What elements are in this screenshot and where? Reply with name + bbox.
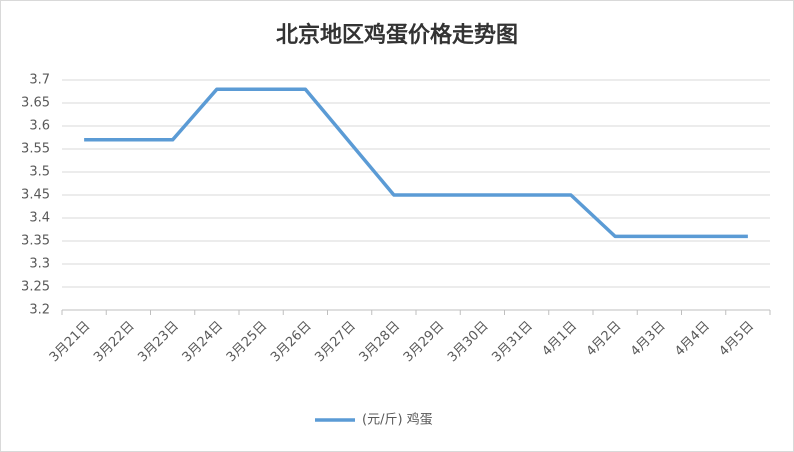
y-tick-label: 3.4	[29, 211, 50, 226]
y-tick-label: 3.45	[21, 188, 50, 203]
y-tick-label: 3.25	[21, 280, 50, 295]
y-tick-label: 3.7	[29, 73, 50, 88]
y-tick-label: 3.2	[29, 303, 50, 318]
y-tick-label: 3.55	[21, 142, 50, 157]
y-tick-label: 3.65	[21, 96, 50, 111]
chart-title: 北京地区鸡蛋价格走势图	[276, 22, 518, 48]
line-series	[84, 87, 748, 239]
legend-label: (元/斤) 鸡蛋	[362, 412, 433, 428]
y-tick-label: 3.5	[29, 165, 50, 180]
y-tick-label: 3.6	[29, 119, 50, 134]
y-tick-label: 3.35	[21, 234, 50, 249]
y-tick-label: 3.3	[29, 257, 50, 272]
